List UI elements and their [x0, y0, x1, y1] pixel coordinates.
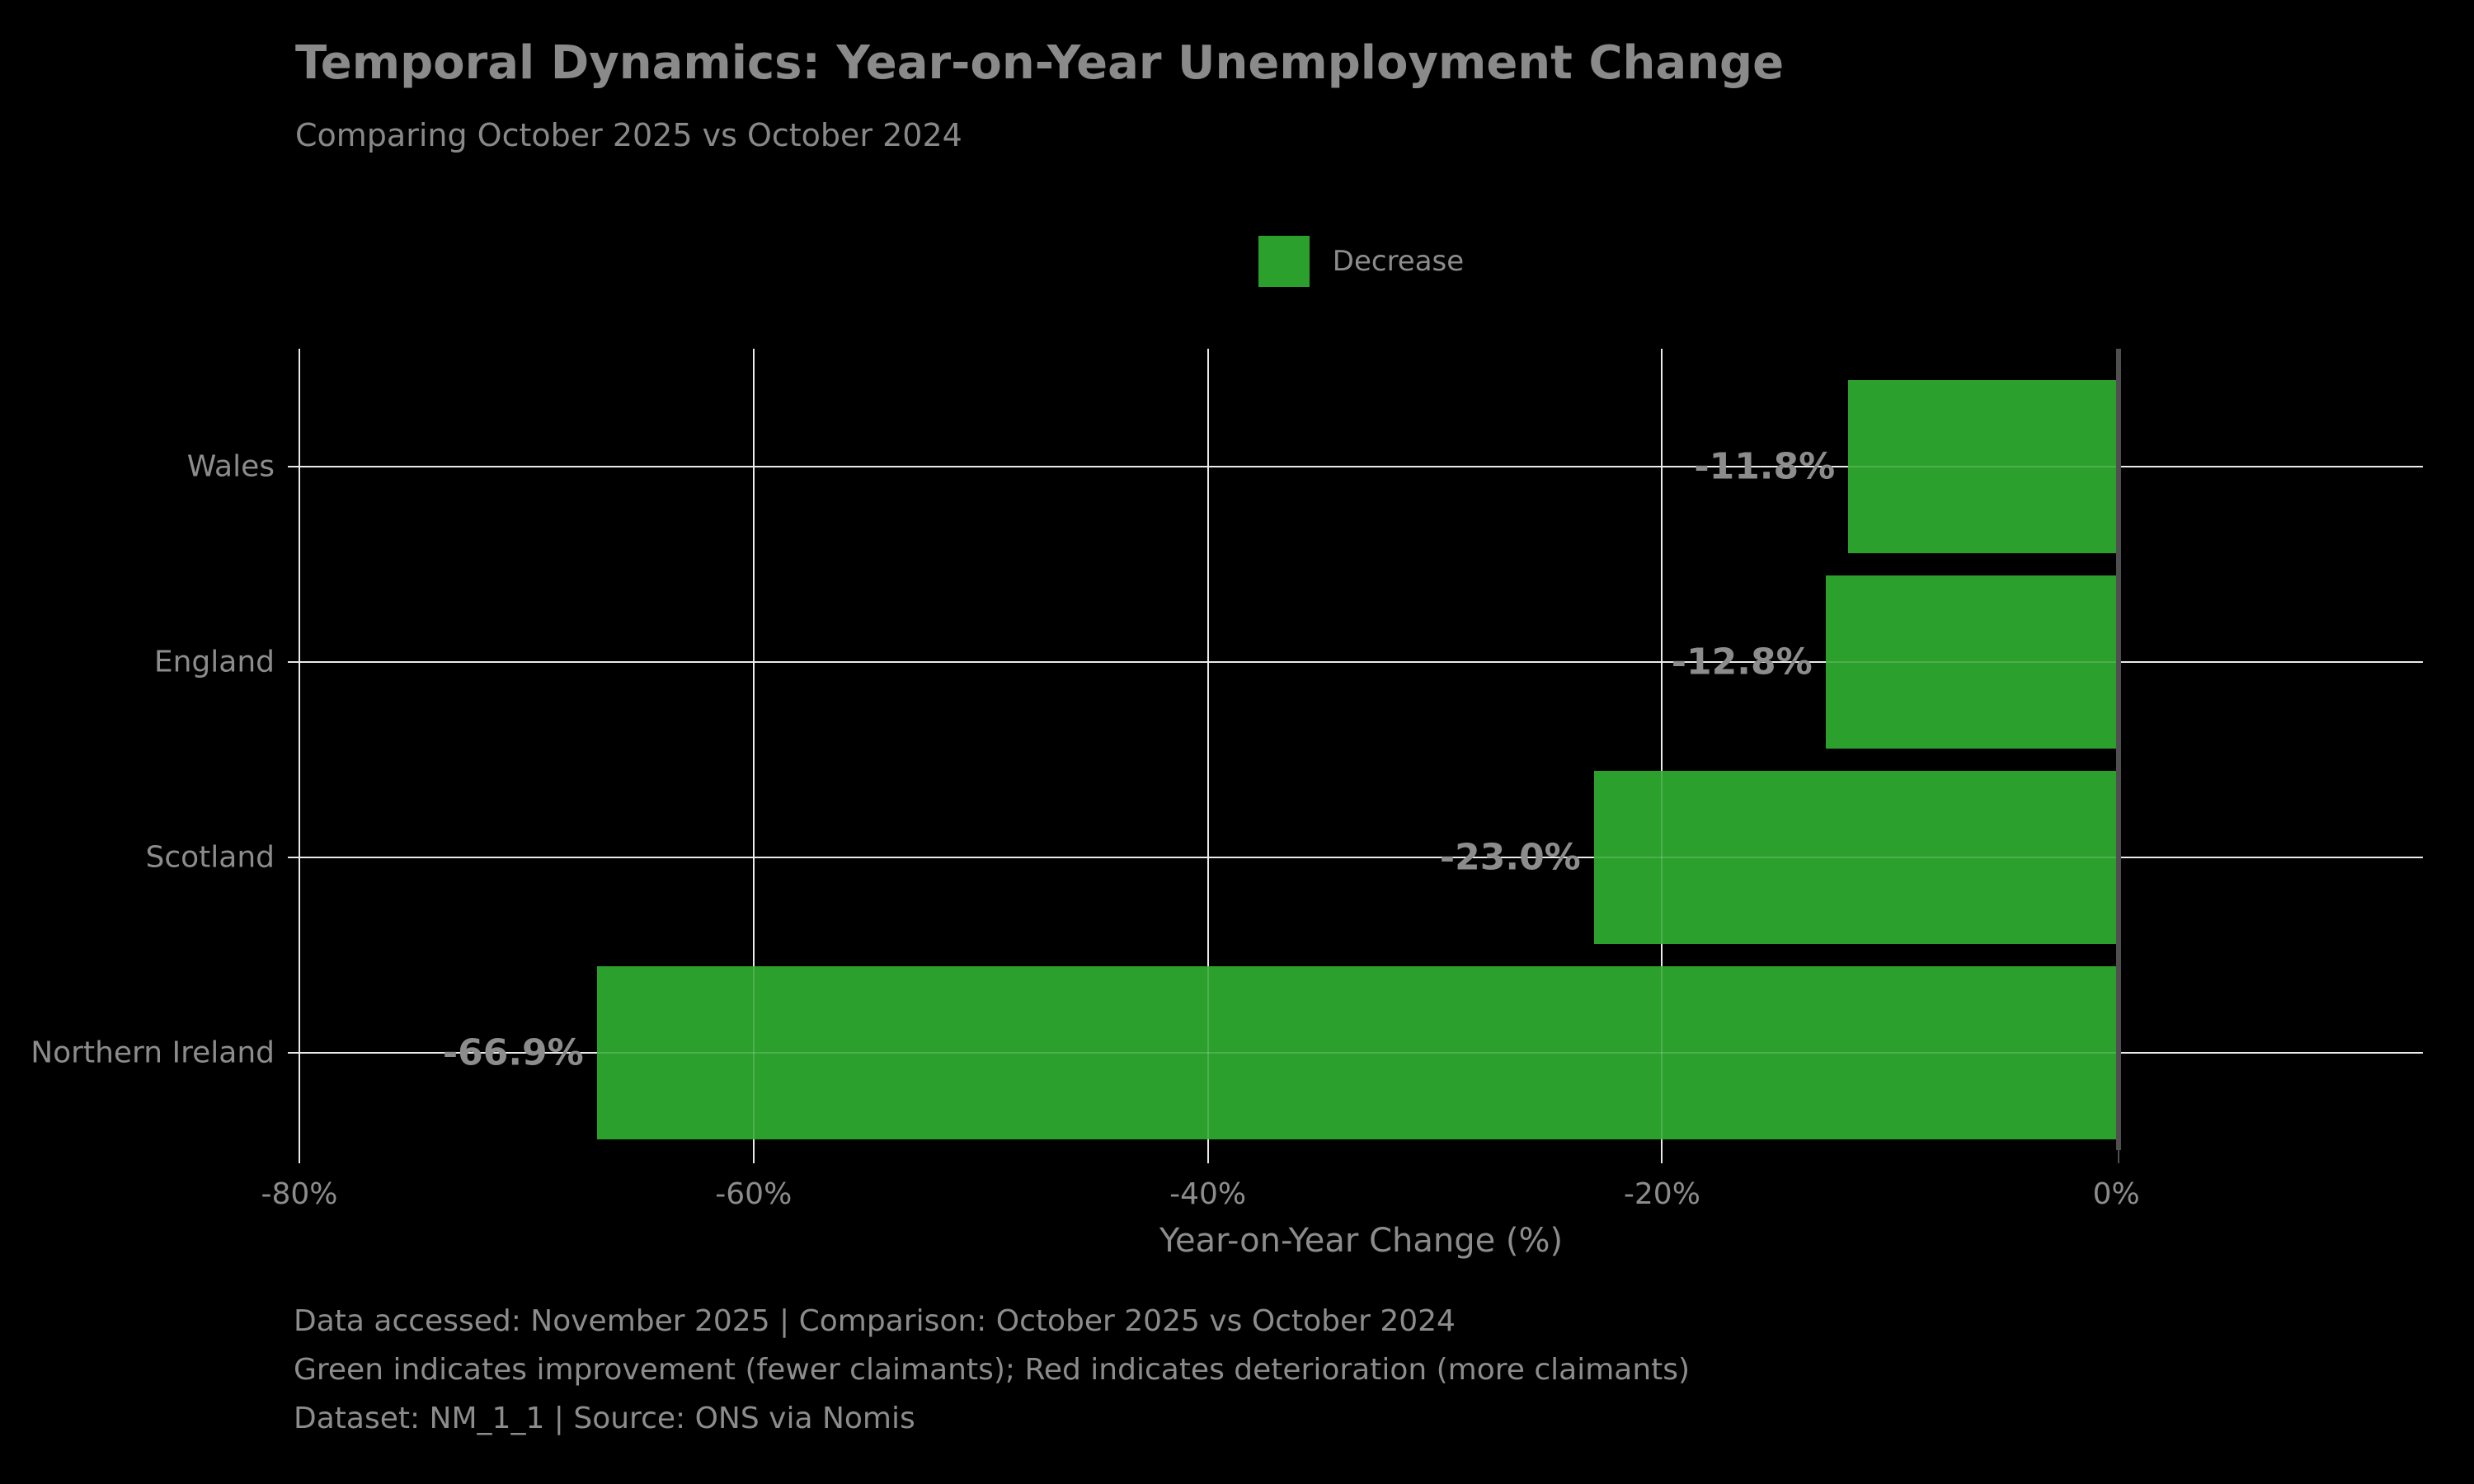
category-label-wales: Wales [186, 449, 275, 483]
footer-caption-line2: Green indicates improvement (fewer claim… [294, 1353, 1691, 1387]
chart-title: Temporal Dynamics: Year-on-Year Unemploy… [295, 36, 1785, 90]
v-gridline-overlay [1661, 349, 1663, 1150]
zero-axis-line [2116, 349, 2122, 1150]
v-gridline-overlay [1206, 349, 1209, 1150]
category-label-england: England [153, 645, 275, 679]
bar-wales [1848, 379, 2117, 553]
chart-subtitle: Comparing October 2025 vs October 2024 [295, 117, 962, 153]
footer-caption-line3: Dataset: NM_1_1 | Source: ONS via Nomis [294, 1402, 915, 1435]
value-label-scotland: -23.0% [1439, 836, 1581, 878]
footer-caption-line1: Data accessed: November 2025 | Compariso… [294, 1304, 1456, 1338]
h-gridline-overlay [299, 465, 2423, 467]
bar-northern-ireland [596, 965, 2117, 1139]
bar-scotland [1593, 770, 2117, 944]
x-tick-mark [1206, 1150, 1209, 1163]
v-gridline-overlay [752, 349, 755, 1150]
value-label-northern-ireland: -66.9% [442, 1031, 584, 1073]
x-tick-label--40-: -40% [1169, 1177, 1247, 1211]
h-gridline-overlay [299, 856, 2423, 858]
h-gridline-scotland [288, 856, 2423, 858]
bar-england [1825, 575, 2117, 749]
v-gridline [1206, 349, 1209, 1150]
legend: Decrease [299, 232, 2423, 290]
h-gridline-england [288, 660, 2423, 663]
h-gridline-wales [288, 465, 2423, 467]
legend-swatch-decrease [1258, 236, 1310, 287]
category-label-scotland: Scotland [145, 840, 275, 874]
h-gridline-overlay [299, 1051, 2423, 1054]
x-tick-label--60-: -60% [715, 1177, 793, 1211]
legend-label: Decrease [1332, 245, 1465, 278]
x-tick-mark [299, 1150, 300, 1163]
y-axis-spine [299, 349, 300, 1150]
x-tick-mark [1661, 1150, 1663, 1163]
v-gridline [752, 349, 755, 1150]
x-axis-label: Year-on-Year Change (%) [1159, 1222, 1564, 1260]
x-tick-label--20-: -20% [1623, 1177, 1700, 1211]
x-tick-label--80-: -80% [261, 1177, 338, 1211]
x-tick-mark [752, 1150, 755, 1163]
category-label-northern-ireland: Northern Ireland [31, 1036, 275, 1069]
v-gridline [1661, 349, 1663, 1150]
x-tick-label-0-: 0% [2092, 1177, 2140, 1211]
plot-area [288, 349, 2423, 1163]
value-label-wales: -11.8% [1694, 445, 1836, 487]
x-tick-mark-zero [2118, 1150, 2120, 1163]
value-label-england: -12.8% [1671, 641, 1813, 683]
h-gridline-overlay [299, 660, 2423, 663]
